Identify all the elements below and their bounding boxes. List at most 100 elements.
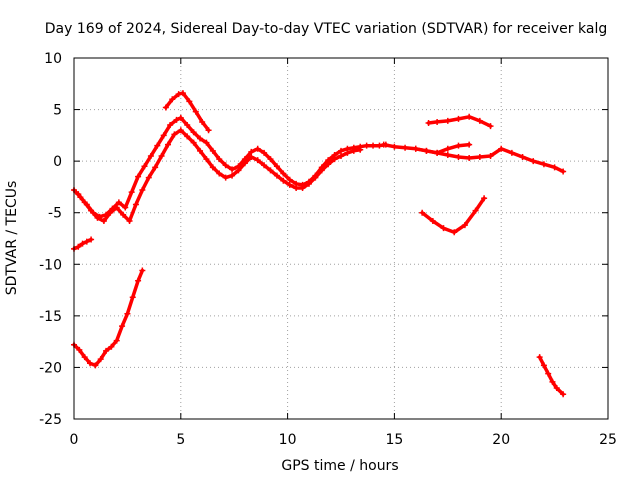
data-point <box>299 184 306 191</box>
data-point <box>487 123 494 130</box>
data-point <box>120 211 127 218</box>
data-point <box>363 142 370 149</box>
data-point <box>338 147 344 154</box>
data-point <box>261 149 268 156</box>
y-tick-label: -10 <box>39 257 62 273</box>
data-point <box>135 173 142 180</box>
data-point <box>222 174 229 181</box>
data-point <box>267 167 274 174</box>
data-point <box>466 141 473 148</box>
series-trace <box>420 196 486 235</box>
data-point <box>190 129 197 136</box>
data-point <box>97 356 104 363</box>
data-point <box>254 145 261 152</box>
grid-lines <box>74 58 608 419</box>
data-point <box>199 118 206 125</box>
data-point <box>184 133 191 140</box>
y-tick-label: 10 <box>44 51 62 67</box>
data-point <box>76 346 83 353</box>
data-point <box>350 147 357 154</box>
data-point <box>331 156 338 163</box>
data-point <box>472 207 479 214</box>
data-point <box>173 116 180 123</box>
data-point <box>325 161 332 168</box>
data-point <box>158 152 165 159</box>
data-point <box>273 172 280 179</box>
data-point <box>192 108 199 115</box>
series-track-h <box>425 113 494 130</box>
data-point <box>357 146 364 153</box>
data-point <box>380 141 387 148</box>
data-point <box>305 180 312 187</box>
data-point <box>455 142 462 149</box>
data-point <box>216 156 223 163</box>
data-point <box>254 157 261 164</box>
data-point <box>107 209 114 216</box>
data-point <box>113 204 120 211</box>
data-point <box>94 214 101 221</box>
chart-title: Day 169 of 2024, Sidereal Day-to-day VTE… <box>45 21 607 37</box>
data-point <box>209 164 216 171</box>
data-point <box>229 166 236 173</box>
data-point <box>139 187 146 194</box>
x-tick-label: 5 <box>176 432 185 448</box>
x-axis-title: GPS time / hours <box>281 458 398 474</box>
data-point <box>81 199 88 206</box>
data-point <box>216 170 223 177</box>
data-point <box>124 310 131 317</box>
y-axis-ticks: -25 -20 -15 -10 -5 0 5 10 <box>39 51 608 428</box>
data-point <box>186 98 193 105</box>
data-point <box>171 131 178 138</box>
y-tick-label: -15 <box>39 309 62 325</box>
data-point <box>553 385 560 392</box>
data-point <box>205 127 212 134</box>
data-point <box>444 151 451 158</box>
data-point <box>455 154 462 161</box>
data-point <box>560 391 567 398</box>
data-point <box>286 181 293 188</box>
data-point <box>128 189 135 196</box>
data-point <box>545 370 552 377</box>
data-point <box>184 122 191 129</box>
data-point <box>179 90 186 97</box>
data-point <box>293 184 300 191</box>
data-point <box>145 174 152 181</box>
data-point <box>412 145 419 152</box>
data-point <box>318 167 325 174</box>
data-point <box>560 168 567 175</box>
series-track-f <box>380 141 567 175</box>
data-point <box>209 147 216 154</box>
y-tick-label: -25 <box>39 412 62 428</box>
data-point <box>549 378 556 385</box>
data-point <box>508 149 515 156</box>
data-point <box>167 122 174 129</box>
data-point <box>261 162 268 169</box>
x-tick-label: 25 <box>599 432 617 448</box>
data-point <box>540 362 547 369</box>
data-point <box>519 154 526 161</box>
data-point <box>177 114 184 121</box>
data-point <box>402 144 409 151</box>
x-tick-label: 0 <box>70 432 79 448</box>
data-point <box>370 142 377 149</box>
data-point <box>461 222 468 229</box>
data-point <box>423 147 430 154</box>
data-point <box>280 177 287 184</box>
data-point <box>175 91 182 98</box>
data-point <box>81 354 88 361</box>
data-point <box>344 149 351 156</box>
series-trace <box>72 268 145 368</box>
data-point <box>338 152 344 159</box>
data-point <box>126 217 133 224</box>
series-track-e <box>71 267 146 369</box>
data-point <box>536 354 543 361</box>
data-point <box>235 167 242 174</box>
data-point <box>169 96 176 103</box>
data-point <box>419 209 426 216</box>
y-tick-label: -20 <box>39 360 62 376</box>
data-point <box>75 243 82 250</box>
data-point <box>476 154 483 161</box>
data-point <box>391 143 398 150</box>
data-point <box>122 204 129 211</box>
